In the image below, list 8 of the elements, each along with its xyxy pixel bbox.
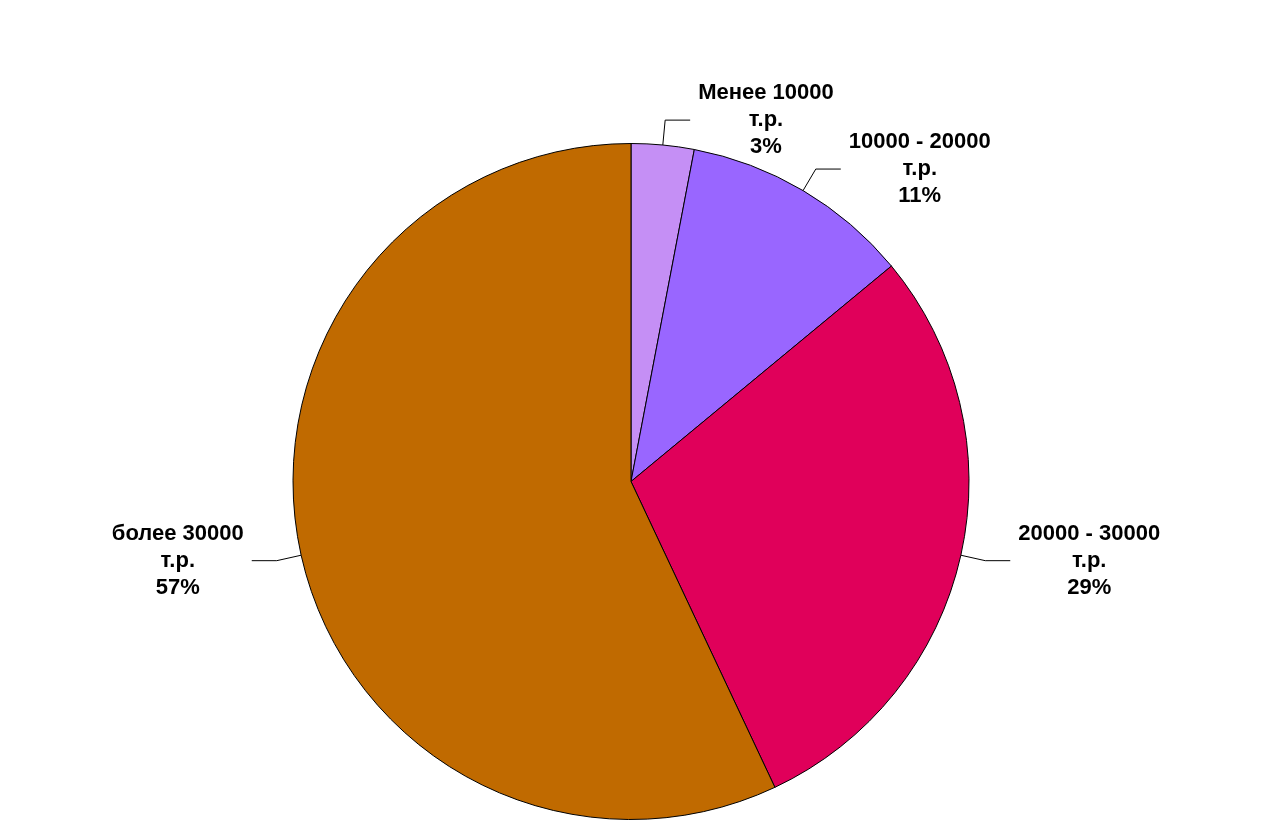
- data-label: 29%: [1067, 573, 1112, 599]
- slice-label: Менее 10000 т.р.: [698, 79, 834, 132]
- slice-label: более 30000 т.р.: [111, 519, 244, 572]
- slice-label: 10000 - 20000 т.р.: [848, 128, 991, 181]
- data-label: 11%: [898, 182, 942, 208]
- data-label: 3%: [750, 133, 782, 159]
- slice-label: 20000 - 30000 т.р.: [1018, 519, 1161, 572]
- data-label: 57%: [155, 573, 200, 599]
